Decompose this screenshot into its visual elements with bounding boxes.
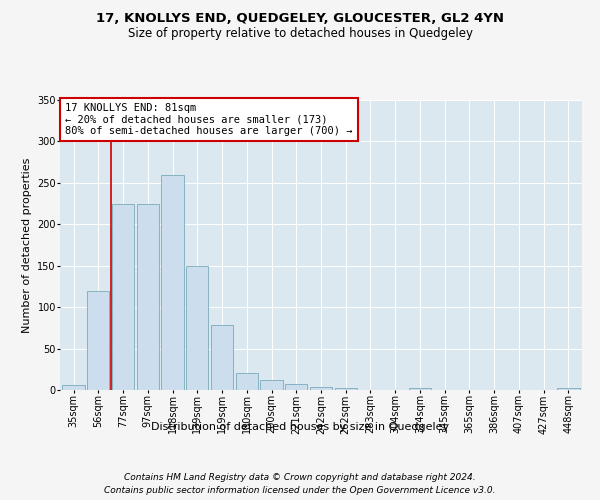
Bar [409, 388, 431, 390]
Y-axis label: Number of detached properties: Number of detached properties [22, 158, 32, 332]
Bar [186, 266, 208, 390]
Bar [557, 388, 580, 390]
Text: Contains HM Land Registry data © Crown copyright and database right 2024.: Contains HM Land Registry data © Crown c… [124, 472, 476, 482]
Bar [161, 174, 184, 390]
Text: 17, KNOLLYS END, QUEDGELEY, GLOUCESTER, GL2 4YN: 17, KNOLLYS END, QUEDGELEY, GLOUCESTER, … [96, 12, 504, 26]
Bar [260, 380, 283, 390]
Bar [310, 386, 332, 390]
Bar [211, 326, 233, 390]
Bar [87, 290, 109, 390]
Text: 17 KNOLLYS END: 81sqm
← 20% of detached houses are smaller (173)
80% of semi-det: 17 KNOLLYS END: 81sqm ← 20% of detached … [65, 103, 353, 136]
Bar [335, 388, 357, 390]
Text: Size of property relative to detached houses in Quedgeley: Size of property relative to detached ho… [128, 28, 473, 40]
Bar [236, 374, 258, 390]
Bar [112, 204, 134, 390]
Text: Distribution of detached houses by size in Quedgeley: Distribution of detached houses by size … [151, 422, 449, 432]
Bar [62, 385, 85, 390]
Bar [137, 204, 159, 390]
Text: Contains public sector information licensed under the Open Government Licence v3: Contains public sector information licen… [104, 486, 496, 495]
Bar [285, 384, 307, 390]
